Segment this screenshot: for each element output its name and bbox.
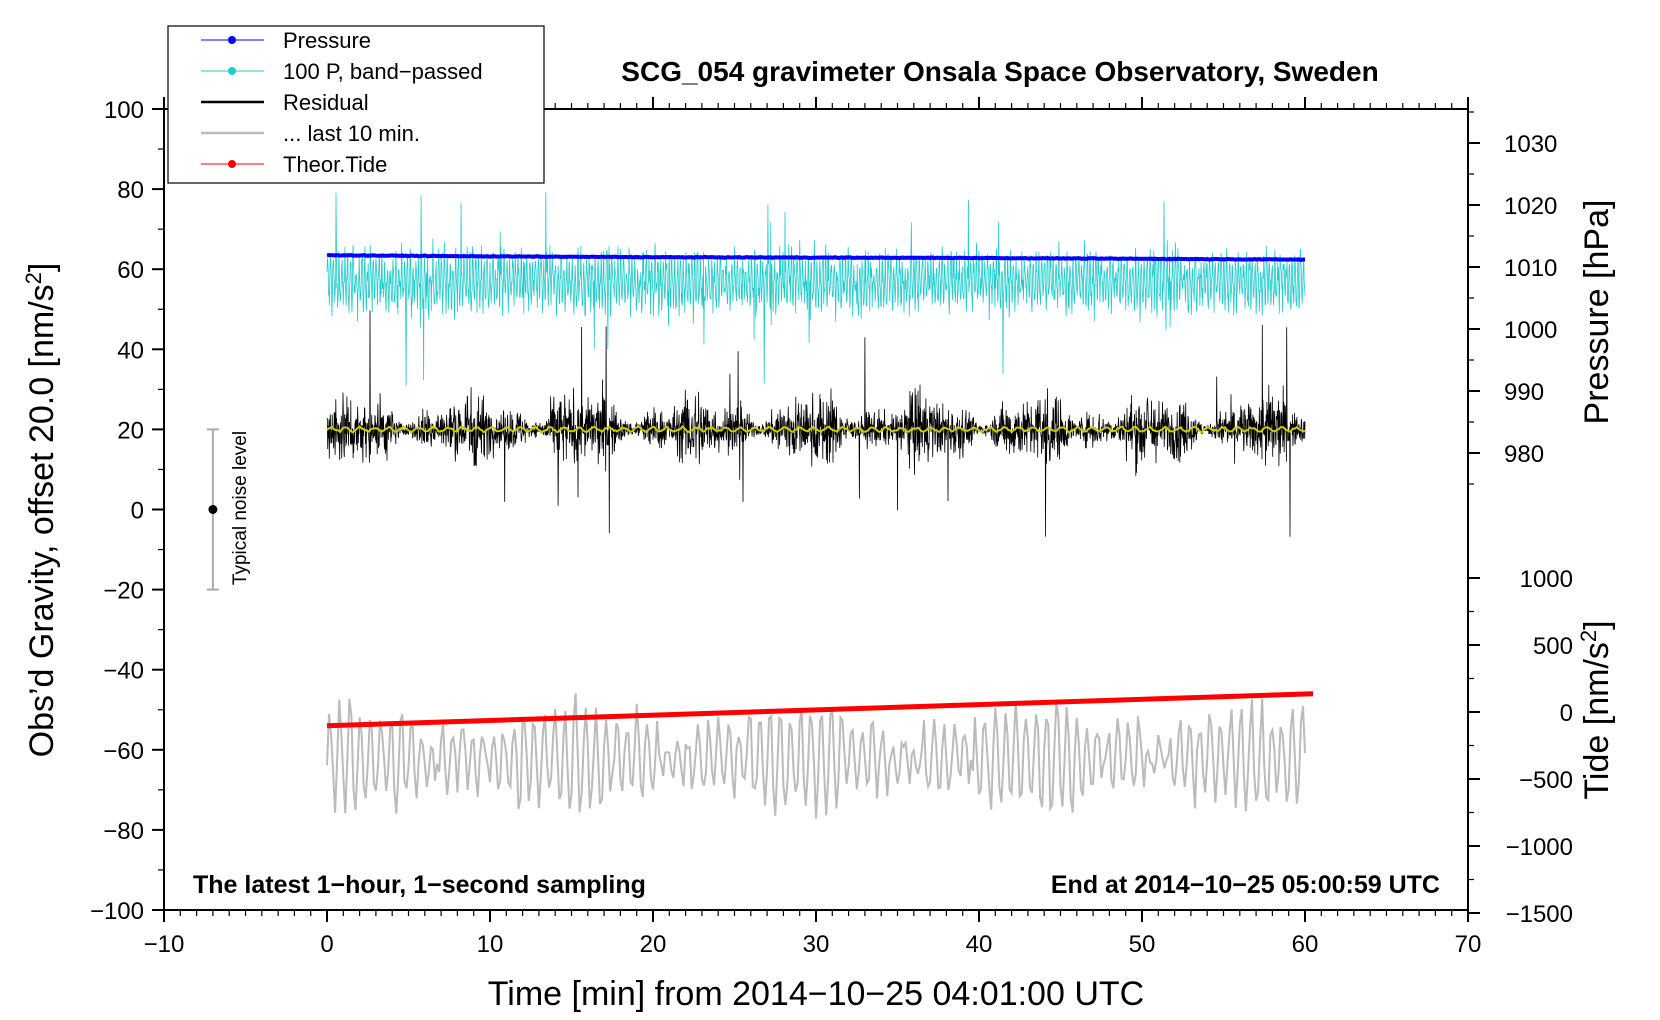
- legend: Pressure 100 P, band−passed Residual ... la…: [167, 25, 545, 184]
- legend-marker: [228, 160, 236, 168]
- y-tick-label: 20: [117, 417, 144, 444]
- annotation-right: End at 2014−10−25 05:00:59 UTC: [1051, 871, 1440, 899]
- tide-tick-label: 1000: [1520, 566, 1573, 593]
- tide-axis-title-sup: 2: [1576, 630, 1601, 642]
- y-tick-label: −20: [103, 578, 144, 605]
- y-axis-title-sup: 2: [21, 272, 46, 284]
- annotation-left: The latest 1−hour, 1−second sampling: [193, 871, 646, 899]
- pressure-line: [326, 253, 1305, 262]
- tide-axis-title-close: ]: [1578, 620, 1616, 629]
- y-axis-title-close: ]: [23, 263, 61, 272]
- legend-items: Pressure 100 P, band−passed Residual ... la…: [201, 28, 483, 177]
- tide-tick-label: 0: [1560, 700, 1573, 727]
- tide-tick-label: −500: [1519, 767, 1573, 794]
- x-tick-label: −10: [144, 931, 185, 958]
- pressure-tick-label: 1020: [1504, 193, 1557, 220]
- pressure-tick-label: 990: [1504, 379, 1544, 406]
- x-tick-label: 10: [477, 931, 504, 958]
- x-tick-label: 20: [640, 931, 667, 958]
- y-axis-title-main: Obs’d Gravity, offset 20.0 [nm/s: [23, 284, 61, 757]
- plot-frame: [163, 108, 1469, 911]
- x-tick-label: 0: [320, 931, 333, 958]
- pressure-axis-title: Pressure [hPa]: [1578, 200, 1616, 425]
- y-tick-label: −80: [103, 818, 144, 845]
- chart-title: SCG_054 gravimeter Onsala Space Observat…: [621, 56, 1378, 87]
- legend-box: [167, 25, 545, 184]
- pressure-tick-label: 1030: [1504, 131, 1557, 158]
- residual-smoothed-line: [326, 424, 1306, 434]
- tide-tick-label: −1000: [1506, 834, 1573, 861]
- y-tick-label: 0: [131, 498, 144, 525]
- tide-axis-title-main: Tide [nm/s: [1578, 642, 1616, 799]
- noise-label: Typical noise level: [230, 431, 251, 585]
- residual-line: [326, 310, 1306, 537]
- pressure-tick-label: 1010: [1504, 255, 1557, 282]
- y-tick-label: 100: [104, 97, 144, 124]
- pressure-tick-label: 980: [1504, 441, 1544, 468]
- tick-layer: −10 0 10 20 30 40 50 60 70100806040200−20−40−60−…: [90, 97, 1573, 958]
- legend-label: ... last 10 min.: [283, 121, 420, 146]
- legend-label: Theor.Tide: [283, 152, 387, 177]
- tide-tick-label: 500: [1533, 633, 1573, 660]
- y-tick-label: −100: [90, 898, 144, 925]
- pressure-tick-label: 1000: [1504, 317, 1557, 344]
- y-tick-label: −60: [103, 738, 144, 765]
- x-tick-label: 70: [1455, 931, 1482, 958]
- x-axis-title: Time [min] from 2014−10−25 04:01:00 UTC: [488, 975, 1144, 1013]
- theor-tide-line: [326, 691, 1314, 729]
- x-tick-label: 30: [803, 931, 830, 958]
- y-tick-label: 80: [117, 177, 144, 204]
- last-10-min-line: [326, 693, 1306, 819]
- legend-label: 100 P, band−passed: [283, 59, 483, 84]
- tide-axis-title: Tide [nm/s2]: [1576, 620, 1617, 799]
- legend-label: Residual: [283, 90, 369, 115]
- series-layer: [326, 192, 1314, 819]
- legend-marker: [228, 36, 236, 44]
- x-tick-label: 50: [1129, 931, 1156, 958]
- tide-tick-label: −1500: [1506, 901, 1573, 928]
- y-tick-label: 60: [117, 257, 144, 284]
- x-tick-label: 40: [966, 931, 993, 958]
- noise-bar-center: [208, 505, 218, 514]
- noise-level-indicator: Typical noise level: [206, 428, 251, 591]
- legend-label: Pressure: [283, 28, 371, 53]
- pressure-bandpassed-line: [326, 192, 1306, 386]
- x-tick-label: 60: [1292, 931, 1319, 958]
- y-tick-label: −40: [103, 658, 144, 685]
- y-axis-title: Obs’d Gravity, offset 20.0 [nm/s2]: [21, 263, 62, 758]
- legend-marker: [228, 67, 236, 75]
- y-tick-label: 40: [117, 337, 144, 364]
